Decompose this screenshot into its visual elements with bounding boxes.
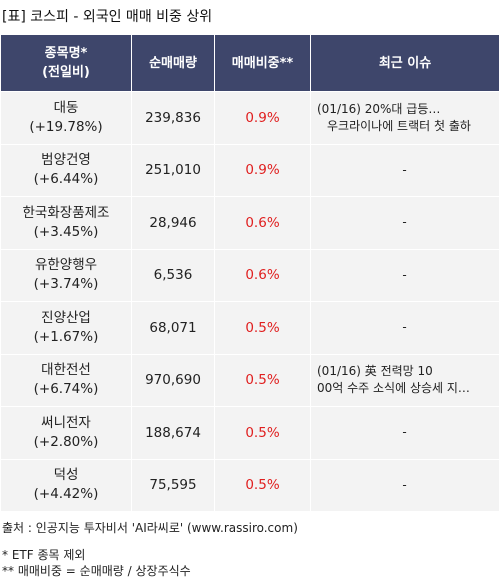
stock-name-cell: 대한전선 (+6.74%) xyxy=(1,354,131,406)
recent-issue-cell[interactable]: (01/16) 英 전력망 10 00억 수주 소식에 상승세 지… xyxy=(311,354,499,406)
table-row: 진양산업 (+1.67%) 68,071 0.5% - xyxy=(1,302,499,354)
footnote-ratio-definition: ** 매매비중 = 순매매량 / 상장주식수 xyxy=(2,564,191,578)
trade-ratio-cell: 0.6% xyxy=(215,197,310,249)
net-volume-cell: 6,536 xyxy=(132,249,214,301)
stock-change: (+3.74%) xyxy=(33,276,99,293)
stock-name[interactable]: 덕성 xyxy=(53,467,79,484)
recent-issue-line1: - xyxy=(402,425,407,440)
net-volume-cell: 188,674 xyxy=(132,407,214,459)
table-row: 유한양행우 (+3.74%) 6,536 0.6% - xyxy=(1,249,499,301)
trade-ratio-cell: 0.9% xyxy=(215,92,310,144)
stock-change: (+3.45%) xyxy=(33,223,99,240)
table-header-row: 종목명* (전일비) 순매매량 매매비중** 최근 이슈 xyxy=(1,35,499,91)
stock-change: (+6.74%) xyxy=(33,381,99,398)
trade-ratio-cell: 0.9% xyxy=(215,144,310,196)
footnote-etf: * ETF 종목 제외 xyxy=(2,548,86,562)
stock-name-cell: 범양건영 (+6.44%) xyxy=(1,144,131,196)
stock-name[interactable]: 진양산업 xyxy=(41,309,91,326)
table-row: 써니전자 (+2.80%) 188,674 0.5% - xyxy=(1,407,499,459)
recent-issue-cell: - xyxy=(311,197,499,249)
net-volume-cell: 68,071 xyxy=(132,302,214,354)
trade-ratio-cell: 0.6% xyxy=(215,249,310,301)
recent-issue-line2: 00억 수주 소식에 상승세 지… xyxy=(317,381,470,396)
stock-change: (+1.67%) xyxy=(33,328,99,345)
recent-issue-cell: - xyxy=(311,302,499,354)
stock-name[interactable]: 대동 xyxy=(53,99,79,116)
stock-name-cell: 덕성 (+4.42%) xyxy=(1,459,131,511)
header-stock-name-line1: 종목명* xyxy=(44,46,88,61)
stock-name[interactable]: 유한양행우 xyxy=(34,257,98,274)
recent-issue-line1: (01/16) 20%대 급등… xyxy=(317,101,441,116)
stock-change: (+19.78%) xyxy=(29,118,103,135)
header-net-volume: 순매매량 xyxy=(132,35,214,91)
recent-issue-cell: - xyxy=(311,459,499,511)
recent-issue-line1: - xyxy=(402,215,407,230)
stock-name-cell: 진양산업 (+1.67%) xyxy=(1,302,131,354)
trade-ratio-cell: 0.5% xyxy=(215,354,310,406)
recent-issue-line1: - xyxy=(402,320,407,335)
stock-name-cell: 한국화장품제조 (+3.45%) xyxy=(1,197,131,249)
net-volume-cell: 75,595 xyxy=(132,459,214,511)
table-row: 대한전선 (+6.74%) 970,690 0.5% (01/16) 英 전력망 10 0… xyxy=(1,354,499,406)
stock-change: (+2.80%) xyxy=(33,433,99,450)
recent-issue-cell[interactable]: (01/16) 20%대 급등… 우크라이나에 트랙터 첫 출하 xyxy=(311,92,499,144)
recent-issue-cell: - xyxy=(311,249,499,301)
trade-ratio-cell: 0.5% xyxy=(215,407,310,459)
page-title: [표] 코스피 - 외국인 매매 비중 상위 xyxy=(2,9,213,25)
header-recent-issue: 최근 이슈 xyxy=(311,35,499,91)
stock-change: (+6.44%) xyxy=(33,171,99,188)
recent-issue-cell: - xyxy=(311,407,499,459)
stock-name[interactable]: 범양건영 xyxy=(41,152,91,169)
table-row: 대동 (+19.78%) 239,836 0.9% (01/16) 20%대 급등… 우크… xyxy=(1,92,499,144)
foreign-trading-table: 종목명* (전일비) 순매매량 매매비중** 최근 이슈 대동 (+19.78%)… xyxy=(0,34,500,512)
trade-ratio-cell: 0.5% xyxy=(215,459,310,511)
trade-ratio-cell: 0.5% xyxy=(215,302,310,354)
header-stock-name-line2: (전일비) xyxy=(42,65,90,80)
table-row: 덕성 (+4.42%) 75,595 0.5% - xyxy=(1,459,499,511)
recent-issue-line1: (01/16) 英 전력망 10 xyxy=(317,364,433,379)
net-volume-cell: 251,010 xyxy=(132,144,214,196)
recent-issue-line1: - xyxy=(402,162,407,177)
table-row: 한국화장품제조 (+3.45%) 28,946 0.6% - xyxy=(1,197,499,249)
source-note: 출처 : 인공지능 투자비서 'AI라씨로' (www.rassiro.com) xyxy=(2,521,298,535)
recent-issue-line1: - xyxy=(402,267,407,282)
stock-change: (+4.42%) xyxy=(33,486,99,503)
table-row: 범양건영 (+6.44%) 251,010 0.9% - xyxy=(1,144,499,196)
stock-name-cell: 써니전자 (+2.80%) xyxy=(1,407,131,459)
header-trade-ratio: 매매비중** xyxy=(215,35,310,91)
recent-issue-cell: - xyxy=(311,144,499,196)
header-stock-name: 종목명* (전일비) xyxy=(1,35,131,91)
stock-name-cell: 대동 (+19.78%) xyxy=(1,92,131,144)
stock-name[interactable]: 대한전선 xyxy=(41,362,91,379)
stock-name-cell: 유한양행우 (+3.74%) xyxy=(1,249,131,301)
net-volume-cell: 28,946 xyxy=(132,197,214,249)
recent-issue-line1: - xyxy=(402,477,407,492)
recent-issue-line2: 우크라이나에 트랙터 첫 출하 xyxy=(327,118,471,133)
stock-name[interactable]: 써니전자 xyxy=(41,414,91,431)
net-volume-cell: 970,690 xyxy=(132,354,214,406)
stock-name[interactable]: 한국화장품제조 xyxy=(22,204,110,221)
net-volume-cell: 239,836 xyxy=(132,92,214,144)
